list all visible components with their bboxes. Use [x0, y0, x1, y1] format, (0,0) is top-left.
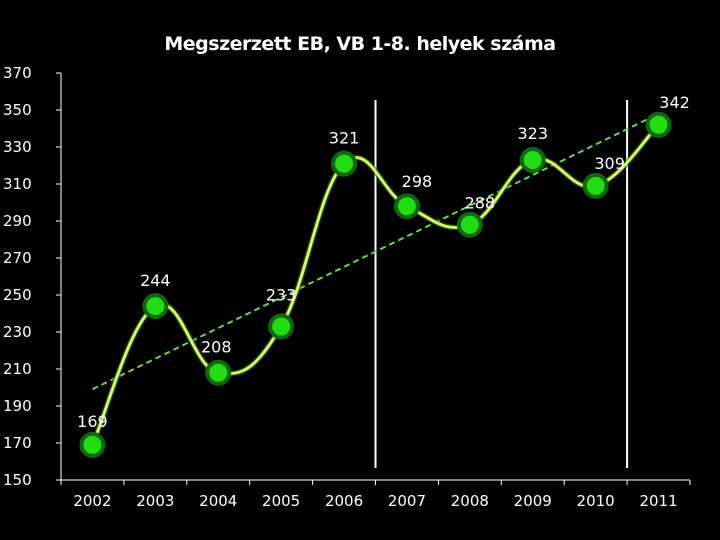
data-label: 208: [201, 338, 232, 357]
data-label: 244: [140, 271, 171, 290]
x-tick-label: 2008: [451, 492, 489, 510]
y-tick-label: 290: [3, 212, 32, 230]
x-tick-label: 2003: [136, 492, 174, 510]
y-tick-label: 370: [3, 64, 32, 82]
data-label: 288: [465, 194, 496, 213]
y-tick-label: 170: [3, 434, 32, 452]
data-point-marker: [456, 211, 483, 238]
y-tick-label: 250: [3, 286, 32, 304]
y-tick-label: 270: [3, 249, 32, 267]
y-tick-label: 230: [3, 323, 32, 341]
data-point-marker: [79, 431, 106, 458]
data-point-marker: [519, 146, 546, 173]
data-point-marker: [142, 293, 169, 320]
y-tick-label: 150: [3, 471, 32, 489]
data-point-marker: [331, 150, 358, 177]
data-label: 298: [402, 172, 433, 191]
data-point-marker: [393, 193, 420, 220]
y-tick-label: 330: [3, 138, 32, 156]
data-point-marker: [205, 359, 232, 386]
trendline: [92, 112, 659, 391]
chart-title: Megszerzett EB, VB 1-8. helyek száma: [164, 33, 556, 55]
x-tick-label: 2004: [199, 492, 237, 510]
x-tick-label: 2006: [325, 492, 363, 510]
data-label: 233: [266, 285, 297, 304]
data-point-marker: [582, 172, 609, 199]
data-point-marker: [268, 313, 295, 340]
data-label: 169: [77, 412, 108, 431]
y-tick-label: 310: [3, 175, 32, 193]
x-tick-label: 2009: [514, 492, 552, 510]
data-label: 321: [329, 129, 360, 148]
y-tick-label: 190: [3, 397, 32, 415]
x-tick-label: 2007: [388, 492, 426, 510]
data-point-marker: [645, 111, 672, 138]
data-label: 309: [594, 154, 625, 173]
x-tick-label: 2002: [73, 492, 111, 510]
y-tick-label: 350: [3, 101, 32, 119]
x-tick-label: 2011: [639, 492, 677, 510]
x-tick-label: 2005: [262, 492, 300, 510]
data-label: 342: [659, 93, 690, 112]
y-tick-label: 210: [3, 360, 32, 378]
x-tick-label: 2010: [577, 492, 615, 510]
data-label: 323: [517, 124, 548, 143]
